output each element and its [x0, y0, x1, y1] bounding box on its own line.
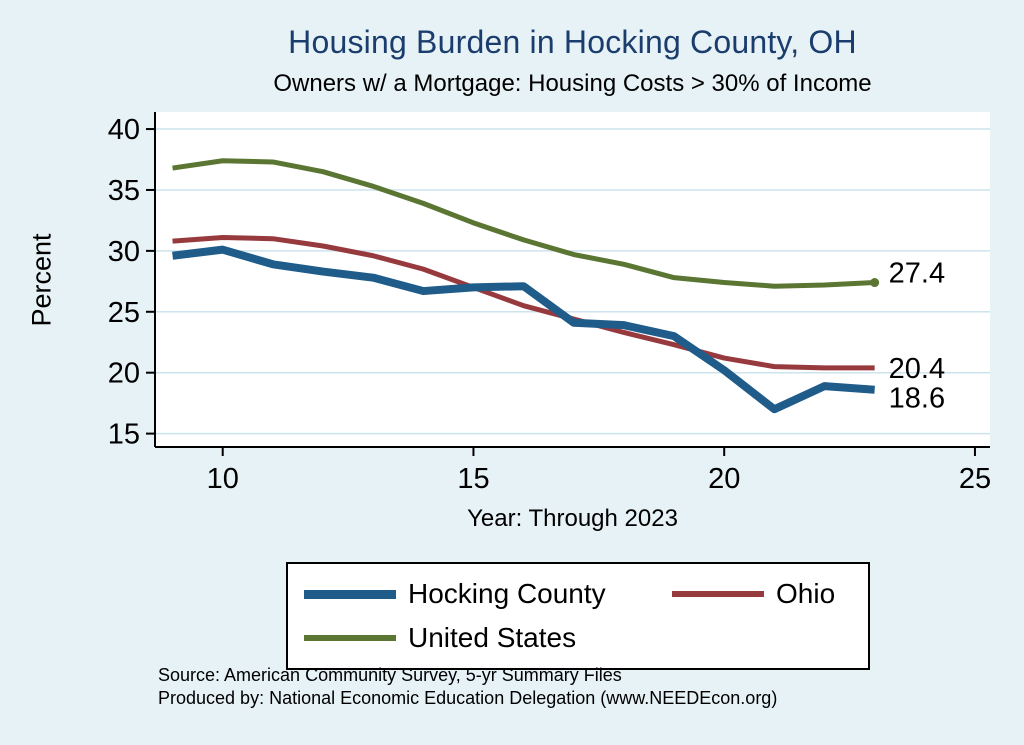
source-line-2: Produced by: National Economic Education…	[158, 687, 778, 708]
x-axis-label: Year: Through 2023	[467, 505, 678, 532]
legend-label-united-states: United States	[408, 622, 577, 653]
legend-swatch-hocking-county	[304, 589, 396, 599]
end-label-united-states: 27.4	[889, 258, 945, 290]
legend-swatch-ohio	[672, 591, 764, 597]
y-tick-label: 30	[108, 236, 140, 268]
y-tick-label: 20	[108, 358, 140, 390]
source-note: Source: American Community Survey, 5-yr …	[158, 664, 777, 709]
legend: Hocking County Ohio United States	[286, 562, 870, 670]
y-tick-label: 15	[108, 419, 140, 451]
y-tick-label: 40	[108, 114, 140, 146]
x-tick-label: 25	[959, 463, 991, 495]
legend-label-ohio: Ohio	[776, 578, 836, 609]
source-line-1: Source: American Community Survey, 5-yr …	[158, 665, 622, 685]
x-tick-label: 15	[457, 463, 489, 495]
series-end-dot-united-states	[870, 278, 880, 288]
x-tick-label: 20	[708, 463, 740, 495]
legend-swatch-united-states	[304, 635, 396, 641]
series-line-hocking-county	[172, 245, 875, 414]
legend-item-hocking-county: Hocking County	[304, 578, 672, 610]
chart-title: Housing Burden in Hocking County, OH	[288, 24, 857, 60]
x-tick-label: 10	[207, 463, 239, 495]
end-label-hocking-county: 18.6	[889, 383, 945, 415]
end-label-ohio: 20.4	[889, 353, 945, 385]
legend-item-united-states: United States	[304, 622, 672, 654]
chart-subtitle: Owners w/ a Mortgage: Housing Costs > 30…	[273, 70, 872, 97]
legend-label-hocking-county: Hocking County	[408, 578, 606, 609]
series-line-ohio	[172, 234, 875, 371]
y-tick-label: 35	[108, 175, 140, 207]
y-tick-label: 25	[108, 297, 140, 329]
series-line-united-states	[172, 158, 875, 289]
legend-item-ohio: Ohio	[672, 578, 858, 610]
